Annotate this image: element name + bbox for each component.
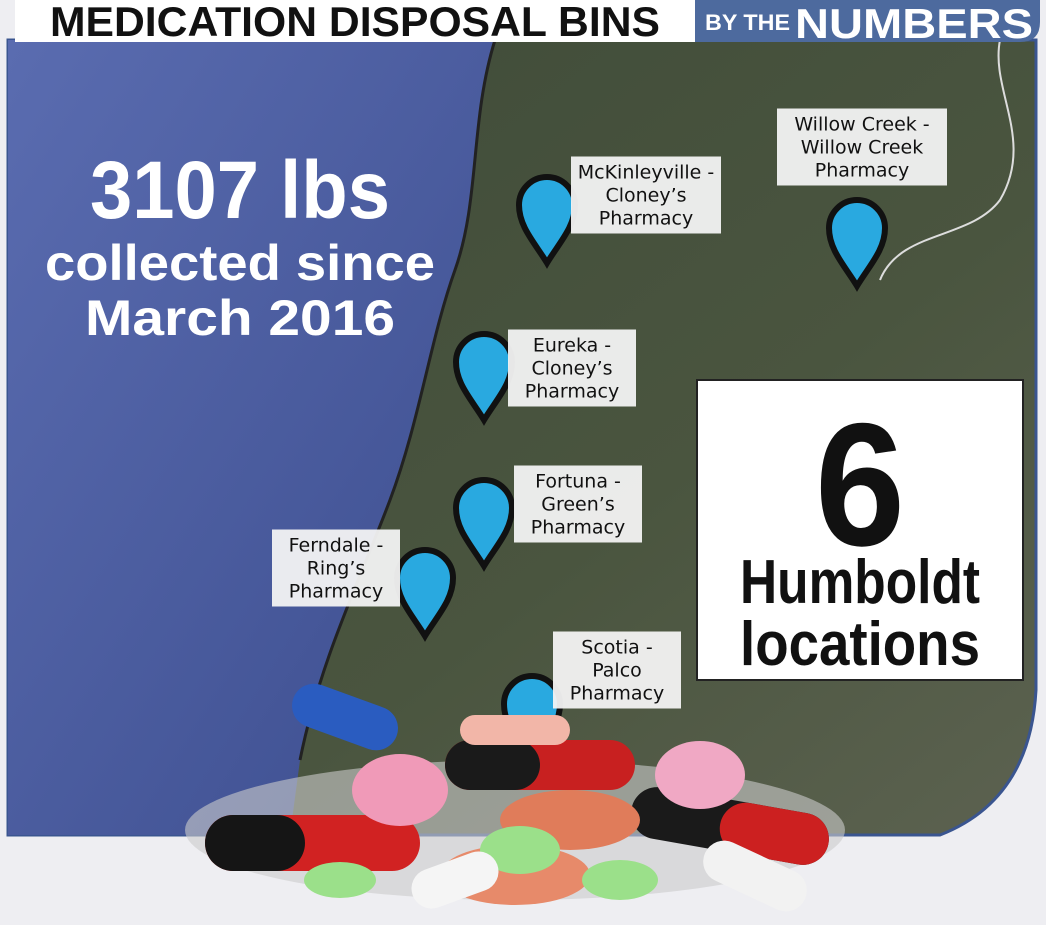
stat-text: March 2016 [85, 290, 395, 346]
location-label: Willow Creek [801, 137, 923, 159]
location-label: Green’s [541, 494, 614, 516]
stat-amount: 3107 lbs [90, 145, 390, 236]
location-label: Scotia - [581, 637, 652, 659]
count-text: locations [740, 610, 980, 679]
location-label: Pharmacy [599, 208, 693, 230]
location-label: Palco [592, 660, 642, 682]
location-label: Ferndale - [289, 535, 384, 557]
by-the: BY THE [705, 10, 790, 35]
location-label: Pharmacy [525, 381, 619, 403]
location-label: Eureka - [533, 335, 611, 357]
location-label: Pharmacy [531, 517, 625, 539]
location-label: Ring’s [307, 558, 366, 580]
location-label: Fortuna - [535, 471, 621, 493]
location-label: Cloney’s [531, 358, 612, 380]
location-label: Pharmacy [815, 160, 909, 182]
location-label: Pharmacy [289, 581, 383, 603]
location-label: Cloney’s [605, 185, 686, 207]
location-label: Willow Creek - [794, 114, 929, 136]
numbers: NUMBERS [795, 0, 1033, 47]
location-label: Pharmacy [570, 683, 664, 705]
title: MEDICATION DISPOSAL BINS [50, 0, 660, 45]
stat-text: collected since [45, 235, 435, 291]
infographic: MEDICATION DISPOSAL BINS BY THE NUMBERS … [0, 0, 1046, 925]
location-label: McKinleyville - [578, 162, 715, 184]
count-text: Humboldt [740, 548, 980, 617]
